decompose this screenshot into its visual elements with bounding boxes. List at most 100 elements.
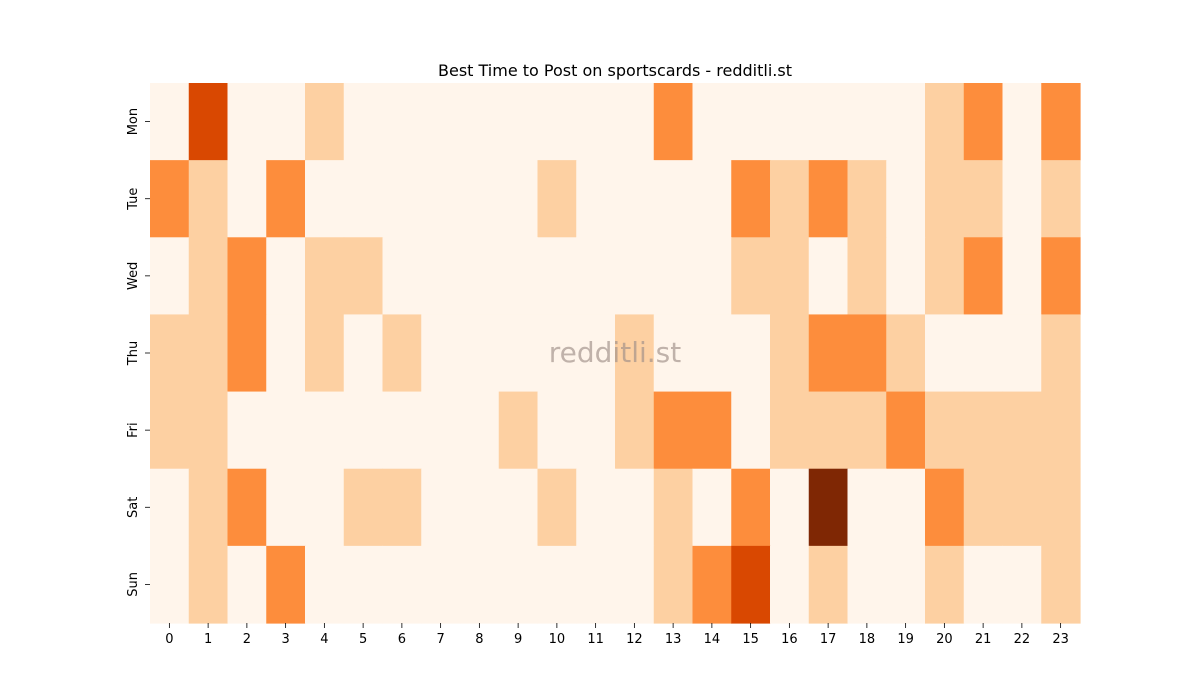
heatmap-cell [692,83,732,161]
heatmap-cell [150,160,190,238]
heatmap-cell [305,237,345,316]
x-axis: 0 1 2 3 4 5 6 7 8 9 10 11 12 13 14 15 16 17 18 19 20 21 22 23 [165,623,1069,647]
heatmap-cell [227,237,267,316]
heatmap-cell [343,314,384,393]
x-tick-label: 20 [936,632,953,647]
heatmap-cell [847,468,887,547]
heatmap-cell [770,237,810,316]
heatmap-cell [382,545,422,624]
heatmap-cell [305,314,345,393]
heatmap-cell [498,160,539,238]
heatmap-cell [731,237,771,316]
heatmap-cell [615,468,655,547]
heatmap-cell [150,314,190,393]
heatmap-cell [731,468,771,547]
heatmap-cell [653,237,694,316]
heatmap-cell [847,545,887,624]
x-tick-label: 12 [626,632,643,647]
heatmap-cell [692,468,732,547]
heatmap-cell [537,237,577,316]
heatmap-cell [460,83,500,161]
heatmap-cell [305,545,345,624]
chart-title: Best Time to Post on sportscards - reddi… [438,61,792,80]
x-tick-label: 17 [820,632,837,647]
heatmap-cell [498,314,539,393]
heatmap-cell [421,545,461,624]
x-tick-label: 18 [859,632,876,647]
heatmap-cell [537,468,577,547]
x-tick-label: 8 [475,632,483,647]
heatmap-cell [305,391,345,470]
heatmap-cell [498,237,539,316]
heatmap-cell [498,391,539,470]
x-tick-label: 14 [704,632,721,647]
heatmap-cell [576,468,616,547]
heatmap-cell [498,83,539,161]
x-tick-label: 7 [436,632,444,647]
heatmap-cell [886,83,926,161]
heatmap-cell [1002,391,1042,470]
heatmap-cell [808,237,849,316]
heatmap-cell [382,314,422,393]
heatmap-cell [227,314,267,393]
x-tick-label: 0 [165,632,173,647]
heatmap-cell [1041,468,1081,547]
heatmap-cells [150,83,1081,624]
heatmap-cell [770,545,810,624]
heatmap-cell [188,391,229,470]
heatmap-cell [266,391,306,470]
heatmap-cell [576,545,616,624]
heatmap-cell [653,83,694,161]
heatmap-cell [227,160,267,238]
y-tick-label: Sat [126,497,141,518]
heatmap-cell [653,314,694,393]
heatmap-cell [925,160,965,238]
heatmap-cell [731,545,771,624]
heatmap-cell [460,160,500,238]
heatmap-cell [925,391,965,470]
heatmap-cell [382,160,422,238]
heatmap-cell [808,160,849,238]
heatmap-cell [770,468,810,547]
heatmap-cell [421,468,461,547]
heatmap-cell [731,314,771,393]
heatmap-cell [886,160,926,238]
x-tick-label: 10 [549,632,566,647]
y-tick-label: Wed [126,262,141,290]
heatmap-cell [498,545,539,624]
heatmap-cell [460,468,500,547]
heatmap-cell [537,83,577,161]
heatmap-cell [886,314,926,393]
heatmap-cell [963,83,1004,161]
heatmap-cell [847,237,887,316]
heatmap-cell [382,83,422,161]
heatmap-cell [615,314,655,393]
heatmap-cell [731,83,771,161]
heatmap-cell [808,468,849,547]
heatmap-cell [963,391,1004,470]
heatmap-cell [343,391,384,470]
heatmap-cell [1002,160,1042,238]
heatmap-cell [847,314,887,393]
heatmap-cell [460,314,500,393]
heatmap-cell [925,468,965,547]
heatmap-cell [963,468,1004,547]
heatmap-cell [382,391,422,470]
heatmap-cell [615,83,655,161]
heatmap-cell [421,160,461,238]
y-axis: Mon Tue Wed Thu Fri Sat Sun [126,108,150,597]
y-tick-label: Mon [126,108,141,135]
heatmap-cell [188,160,229,238]
heatmap-cell [460,545,500,624]
heatmap-cell [925,545,965,624]
heatmap-cell [576,237,616,316]
heatmap-cell [770,314,810,393]
heatmap-cell [266,314,306,393]
heatmap-cell [653,545,694,624]
heatmap-cell [266,545,306,624]
x-tick-label: 21 [975,632,992,647]
heatmap-cell [343,160,384,238]
heatmap-cell [925,237,965,316]
